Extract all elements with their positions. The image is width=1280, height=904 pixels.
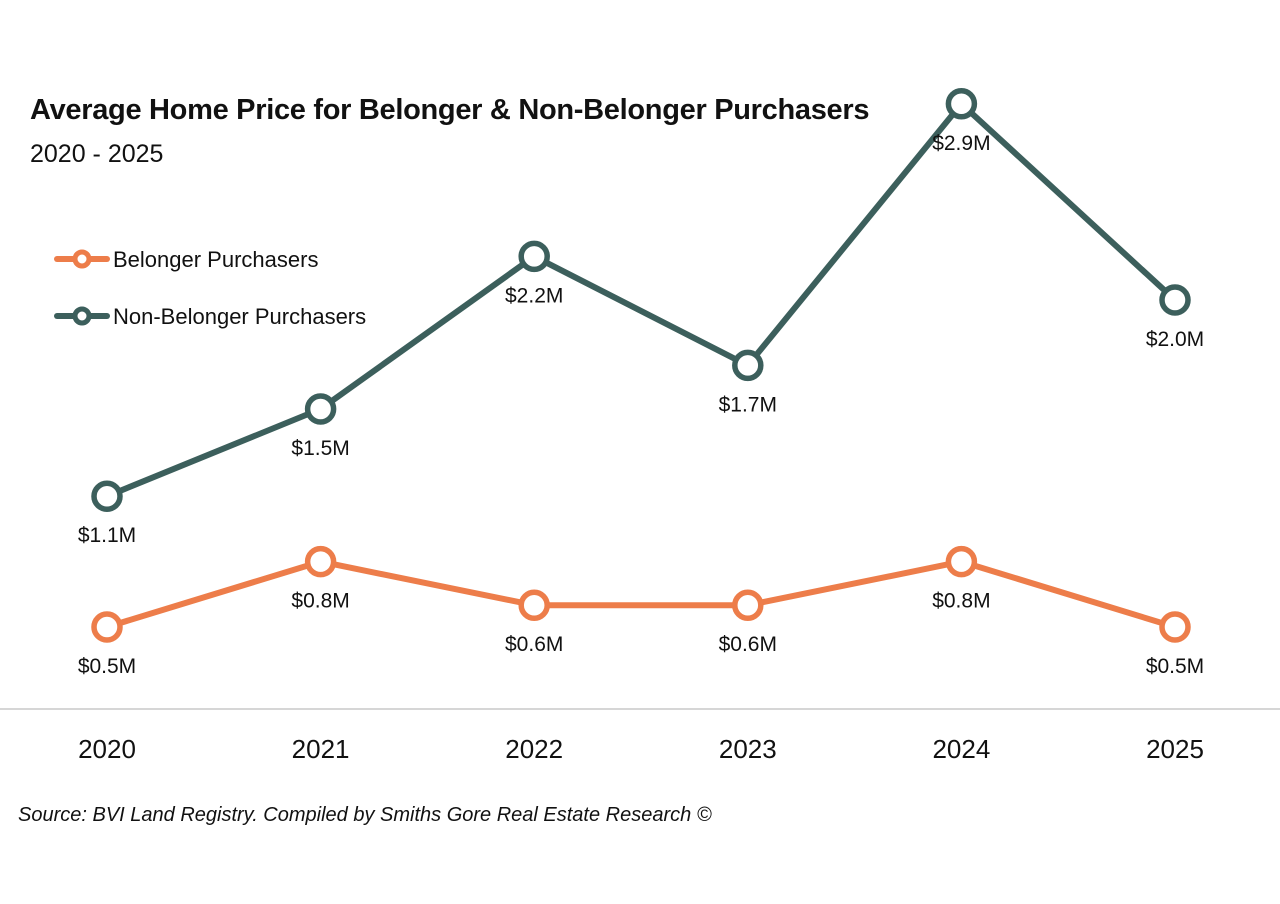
data-point-non-belonger-2020	[91, 480, 123, 512]
x-axis-ticks: 2020 2021 2022 2023 2024 2025	[78, 734, 1204, 764]
series-belonger: $0.5M $0.8M $0.6M $0.6M $0.8M $0.5M	[78, 545, 1204, 678]
chart-subtitle: 2020 - 2025	[30, 140, 164, 168]
data-point-belonger-2020	[91, 611, 123, 643]
data-label-non-belonger-2022: $2.2M	[505, 284, 563, 307]
legend-label: Non-Belonger Purchasers	[113, 304, 366, 329]
data-point-non-belonger-2021	[304, 393, 337, 425]
data-point-non-belonger-2025	[1159, 284, 1191, 316]
x-tick-label-2020: 2020	[78, 734, 136, 764]
data-label-belonger-2020: $0.5M	[78, 655, 136, 678]
x-tick-label-2021: 2021	[292, 734, 350, 764]
data-label-non-belonger-2023: $1.7M	[719, 393, 777, 416]
data-point-belonger-2025	[1159, 611, 1191, 643]
data-point-belonger-2022	[518, 589, 550, 621]
legend-marker-swatch	[72, 306, 92, 326]
data-label-belonger-2024: $0.8M	[932, 590, 990, 613]
x-tick-label-2024: 2024	[932, 734, 990, 764]
data-label-non-belonger-2021: $1.5M	[291, 437, 349, 460]
series-line-non-belonger	[104, 100, 1178, 500]
data-point-belonger-2021	[304, 545, 337, 578]
data-label-belonger-2025: $0.5M	[1146, 655, 1204, 678]
series-line-belonger	[104, 558, 1178, 630]
data-label-non-belonger-2025: $2.0M	[1146, 328, 1204, 351]
legend-label: Belonger Purchasers	[113, 247, 318, 272]
data-label-non-belonger-2020: $1.1M	[78, 524, 136, 547]
x-tick-label-2025: 2025	[1146, 734, 1204, 764]
legend: Belonger Purchasers Non-Belonger Purchase…	[54, 247, 366, 329]
data-point-belonger-2024	[945, 545, 978, 578]
x-tick-label-2023: 2023	[719, 734, 777, 764]
legend-item-non-belonger: Non-Belonger Purchasers	[54, 304, 366, 329]
x-tick-label-2022: 2022	[505, 734, 563, 764]
series-non-belonger: $1.1M $1.5M $2.2M $1.7M $2.9M $2.0M	[78, 88, 1204, 547]
data-point-non-belonger-2024	[945, 88, 978, 120]
legend-item-belonger: Belonger Purchasers	[54, 247, 318, 272]
chart-title: Average Home Price for Belonger & Non-Be…	[30, 94, 870, 126]
data-point-non-belonger-2023	[732, 349, 764, 382]
source-note: Source: BVI Land Registry. Compiled by S…	[18, 804, 712, 826]
data-label-non-belonger-2024: $2.9M	[932, 132, 990, 155]
legend-marker-swatch	[72, 249, 92, 269]
data-label-belonger-2021: $0.8M	[291, 590, 349, 613]
series-group: $0.5M $0.8M $0.6M $0.6M $0.8M $0.5M $1.1M $1.5M…	[78, 88, 1204, 678]
data-label-belonger-2023: $0.6M	[719, 633, 777, 656]
data-point-non-belonger-2022	[518, 240, 550, 273]
data-label-belonger-2022: $0.6M	[505, 633, 563, 656]
data-point-belonger-2023	[732, 589, 764, 621]
